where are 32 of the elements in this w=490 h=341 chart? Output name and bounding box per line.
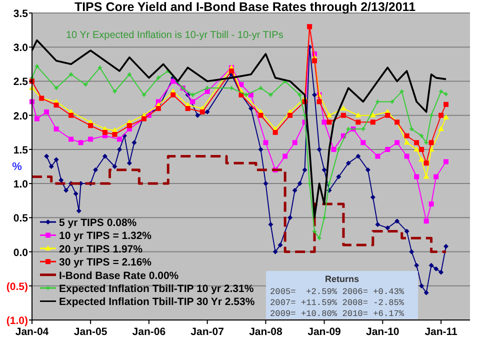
- y-tick-label: 2.0: [13, 110, 28, 122]
- legend-label: 20 yr TIPS 1.97%: [59, 243, 144, 256]
- y-tick-label: (1.0): [6, 315, 28, 327]
- y-tick-label: 3.5: [13, 8, 28, 20]
- x-tick-label: Jan-05: [74, 326, 108, 338]
- annotation: Returns: [324, 274, 360, 284]
- y-tick-label: 1.0: [13, 178, 28, 191]
- x-tick-label: Jan-06: [132, 326, 166, 338]
- x-tick-label: Jan-11: [424, 326, 458, 338]
- legend-label: 30 yr TIPS = 2.16%: [59, 256, 152, 269]
- y-tick-label: 2.5: [13, 76, 28, 88]
- x-tick-label: Jan-10: [366, 326, 400, 338]
- x-tick-label: Jan-08: [249, 326, 283, 338]
- y-tick-label: 1.5: [13, 144, 28, 156]
- y-tick-label: (0.5): [6, 280, 28, 293]
- chart-title: TIPS Core Yield and I-Bond Base Rates through 2/13/2011: [74, 0, 416, 14]
- annotation: 2007= +11.59% 2008= -2.85%: [270, 298, 405, 308]
- annotation: 2005= +2.59% 2006= +0.43%: [270, 287, 405, 297]
- y-tick-label: 0.5: [13, 212, 28, 225]
- annotation: 2009= +10.80% 2010= +6.17%: [270, 309, 405, 319]
- legend-label: I-Bond Base Rate 0.00%: [59, 270, 180, 282]
- x-tick-label: Jan-04: [15, 326, 49, 338]
- legend-label: 10 yr TIPS = 1.32%: [59, 230, 152, 242]
- x-tick-label: Jan-07: [190, 326, 224, 338]
- annotation: 10 Yr Expected Inflation is 10-yr Tbill - 10-yr TIPs: [66, 30, 284, 41]
- y-tick-label: 3.0: [13, 42, 28, 54]
- y-axis-title: %: [12, 161, 22, 173]
- x-tick-label: Jan-09: [308, 326, 342, 338]
- y-tick-label: 0.0: [13, 246, 28, 259]
- legend-label: 5 yr TIPS 0.08%: [59, 217, 138, 229]
- legend-label: Expected Inflation Tbill-TIP 10 yr 2.31%: [59, 283, 254, 295]
- legend-label: Expected Inflation Tbill-TIP 30 Yr 2.53%: [59, 296, 256, 308]
